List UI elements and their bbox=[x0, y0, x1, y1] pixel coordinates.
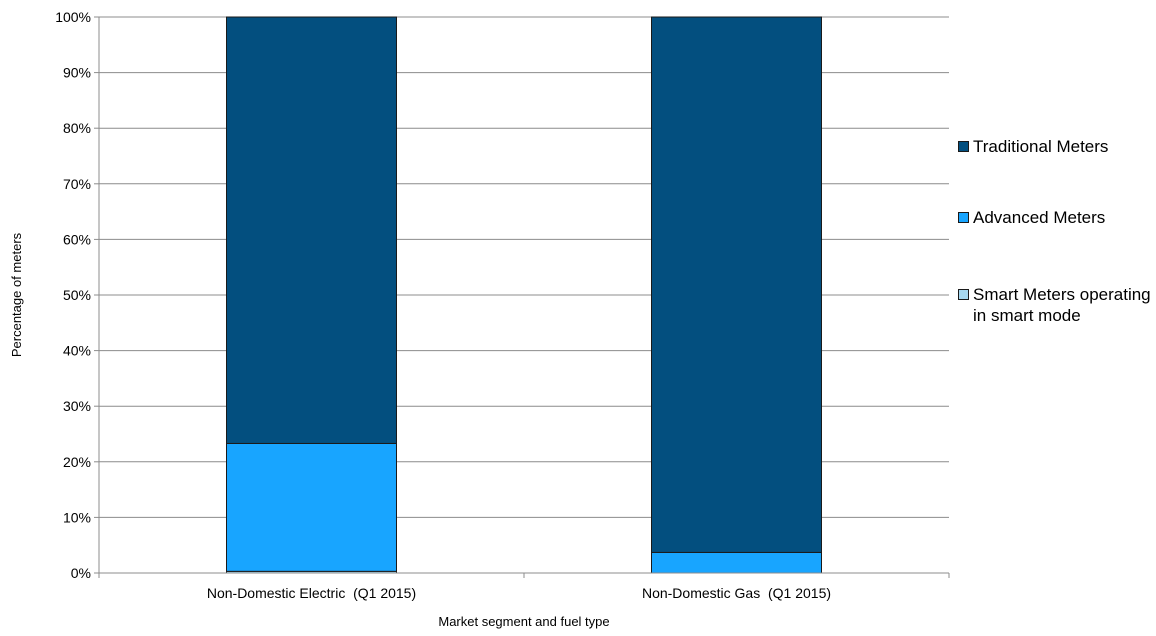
legend-entry: Advanced Meters bbox=[958, 207, 1153, 228]
legend-swatch bbox=[958, 289, 969, 300]
x-tick-label: Non-Domestic Electric (Q1 2015) bbox=[207, 585, 416, 601]
y-tick-labels: 0% 10% 20% 30% 40% 50% 60% 70% 80% 90% 100% bbox=[55, 9, 91, 581]
legend-entry: Traditional Meters bbox=[958, 136, 1153, 157]
y-tick-label: 90% bbox=[63, 65, 91, 81]
y-tick-label: 40% bbox=[63, 343, 91, 359]
legend-label: Traditional Meters bbox=[973, 137, 1109, 156]
y-tick-label: 10% bbox=[63, 509, 91, 525]
y-tick-label: 80% bbox=[63, 120, 91, 136]
legend-label: Advanced Meters bbox=[973, 208, 1106, 227]
legend-label: Smart Meters operating in smart mode bbox=[973, 285, 1151, 325]
y-tick-label: 70% bbox=[63, 176, 91, 192]
x-tick-labels: Non-Domestic Electric (Q1 2015) Non-Domes… bbox=[207, 585, 831, 601]
bar-segment bbox=[226, 442, 397, 572]
legend-swatch bbox=[958, 212, 969, 223]
y-tick-label: 30% bbox=[63, 398, 91, 414]
y-tick-label: 50% bbox=[63, 287, 91, 303]
x-tick-label: Non-Domestic Gas (Q1 2015) bbox=[642, 585, 831, 601]
y-tick-label: 20% bbox=[63, 454, 91, 470]
x-axis-title: Market segment and fuel type bbox=[438, 614, 609, 629]
bar-segment bbox=[651, 16, 822, 553]
legend-entry: Smart Meters operating in smart mode bbox=[958, 284, 1153, 326]
y-tick-label: 0% bbox=[71, 565, 91, 581]
bars bbox=[226, 16, 822, 574]
legend-swatch bbox=[958, 141, 969, 152]
bar-segment bbox=[226, 16, 397, 444]
axes bbox=[98, 17, 950, 578]
bar-segment bbox=[651, 551, 822, 574]
y-axis-title: Percentage of meters bbox=[9, 232, 24, 357]
y-tick-label: 100% bbox=[55, 9, 91, 25]
y-tick-label: 60% bbox=[63, 231, 91, 247]
